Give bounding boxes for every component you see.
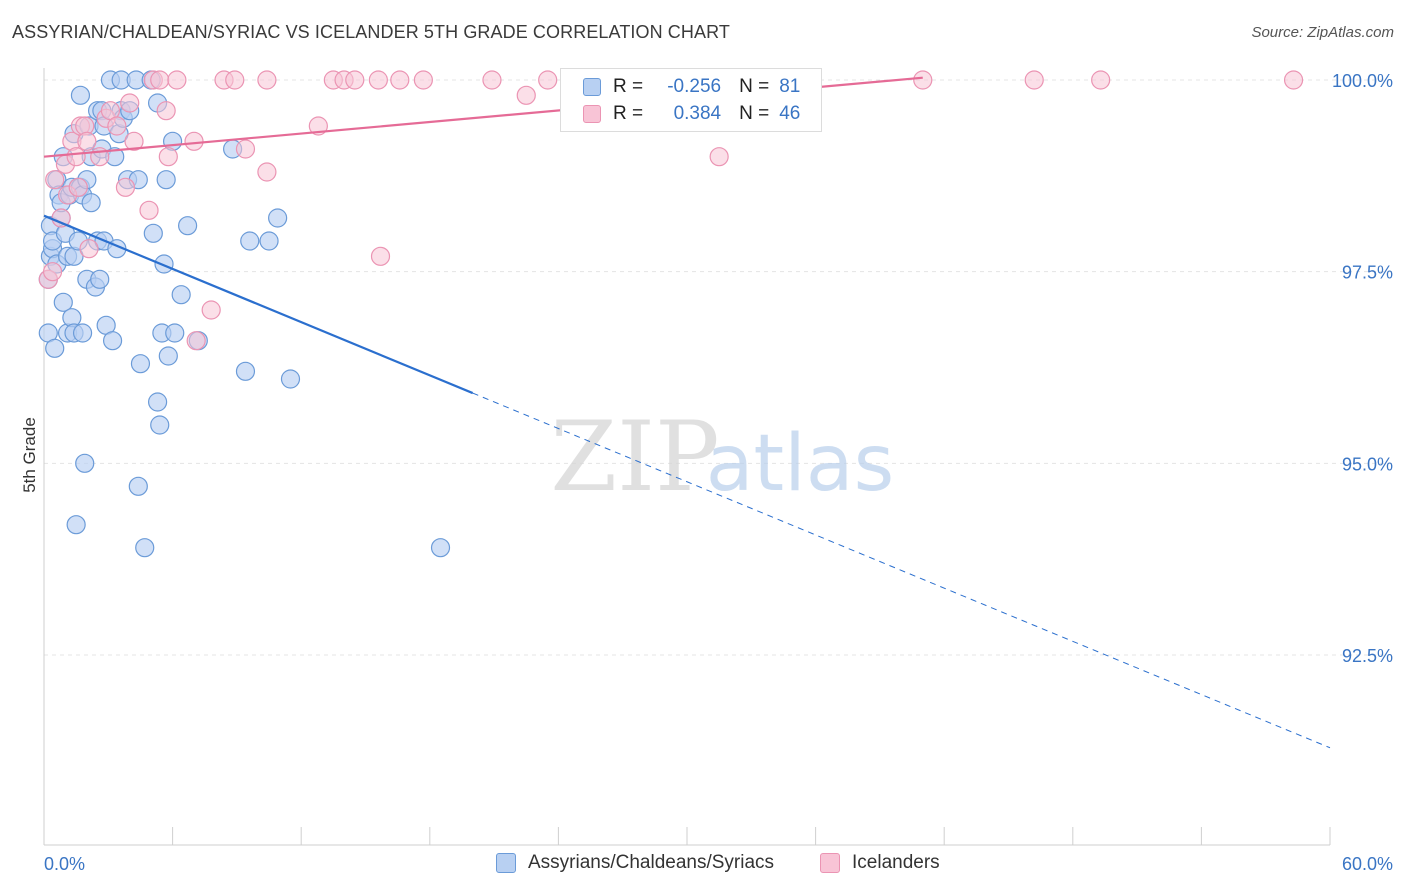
data-point-assyrians [72, 323, 93, 343]
trend-line-assyrians-solid [43, 214, 474, 395]
data-point-icelanders [156, 101, 176, 121]
data-point-icelanders [257, 162, 277, 182]
watermark-atlas: atlas [706, 419, 895, 509]
series-legend-label-icelanders: Icelanders [852, 852, 940, 873]
series-legend-item-icelanders: Icelanders [820, 852, 940, 874]
series-legend-label-assyrians: Assyrians/Chaldeans/Syriacs [528, 852, 775, 873]
legend-r-value-series1: -0.256 [667, 76, 722, 97]
data-point-assyrians [130, 354, 151, 374]
data-point-icelanders [124, 131, 144, 151]
data-point-icelanders [115, 177, 136, 197]
data-point-icelanders [77, 131, 97, 151]
chart-title: ASSYRIAN/CHALDEAN/SYRIAC VS ICELANDER 5T… [12, 22, 730, 42]
data-point-icelanders [184, 131, 204, 151]
data-point-assyrians [102, 331, 123, 351]
data-point-icelanders [158, 147, 178, 167]
watermark-zip: ZIP [550, 401, 719, 513]
data-point-icelanders [390, 70, 410, 90]
legend-n-value-series2: 46 [779, 103, 801, 124]
data-point-assyrians [81, 193, 101, 213]
data-point-assyrians [90, 269, 110, 289]
data-point-icelanders [150, 70, 170, 90]
data-point-assyrians [240, 231, 260, 251]
legend-n-label: N = [739, 103, 770, 124]
y-tick-label: 100.0% [1332, 71, 1393, 91]
legend-swatch-series2 [583, 105, 601, 123]
data-point-icelanders [235, 139, 256, 159]
data-point-icelanders [709, 147, 729, 167]
legend-n-label: N = [739, 76, 770, 97]
data-point-assyrians [135, 538, 155, 558]
stats-legend: R = -0.256 N = 81 R = 0.384 N = 46 [560, 68, 822, 132]
data-point-assyrians [165, 323, 185, 343]
series-legend-swatch-icelanders [820, 853, 840, 873]
data-point-icelanders [308, 116, 328, 136]
y-tick-label: 97.5% [1342, 263, 1393, 283]
data-point-assyrians [156, 170, 176, 190]
data-point-icelanders [370, 246, 391, 266]
data-point-icelanders [79, 239, 99, 259]
data-point-assyrians [430, 538, 451, 558]
data-point-assyrians [235, 361, 256, 381]
data-point-icelanders [1283, 70, 1304, 90]
x-tick-label-min: 0.0% [44, 854, 85, 874]
y-tick-label: 95.0% [1342, 454, 1393, 474]
data-point-icelanders [482, 70, 502, 90]
data-point-icelanders [107, 116, 127, 136]
axes [43, 68, 1331, 846]
data-point-icelanders [516, 85, 536, 105]
data-point-assyrians [70, 85, 91, 105]
trend-line-assyrians-dashed [472, 392, 1331, 749]
data-point-icelanders [167, 70, 187, 90]
legend-r-label: R = [613, 76, 644, 97]
legend-row-series1: R = -0.256 N = 81 [583, 76, 800, 98]
series-legend-swatch-assyrians [496, 853, 516, 873]
x-tick-label-max: 60.0% [1342, 854, 1393, 874]
data-point-assyrians [53, 292, 73, 312]
data-point-icelanders [66, 147, 86, 167]
data-point-icelanders [120, 93, 140, 113]
data-point-icelanders [368, 70, 388, 90]
legend-swatch-series1 [583, 78, 601, 96]
legend-r-label: R = [613, 103, 644, 124]
data-point-assyrians [178, 216, 198, 236]
data-point-assyrians [128, 476, 148, 496]
data-point-assyrians [171, 285, 191, 305]
data-point-assyrians [268, 208, 288, 228]
data-point-assyrians [75, 453, 95, 473]
data-point-icelanders [1091, 70, 1111, 90]
series-icelanders-points [38, 70, 1304, 351]
data-point-assyrians [143, 223, 163, 243]
data-point-assyrians [66, 515, 86, 535]
y-tick-labels: 92.5% 95.0% 97.5% 100.0% [1332, 71, 1393, 666]
legend-r-value-series2: 0.384 [673, 103, 722, 124]
data-point-icelanders [42, 262, 63, 282]
data-point-icelanders [257, 70, 277, 90]
data-point-icelanders [139, 200, 159, 220]
data-point-icelanders [225, 70, 245, 90]
source-credit: Source: ZipAtlas.com [1251, 24, 1394, 41]
series-legend-item-assyrians: Assyrians/Chaldeans/Syriacs [496, 852, 774, 874]
data-point-assyrians [259, 231, 279, 251]
data-point-assyrians [150, 415, 170, 435]
y-tick-label: 92.5% [1342, 646, 1393, 666]
data-point-icelanders [1024, 70, 1044, 90]
data-point-icelanders [201, 300, 221, 320]
data-point-icelanders [45, 170, 65, 190]
data-point-icelanders [538, 70, 558, 90]
data-point-icelanders [68, 177, 88, 197]
data-point-assyrians [45, 338, 65, 358]
data-point-assyrians [154, 254, 174, 274]
legend-row-series2: R = 0.384 N = 46 [583, 103, 800, 125]
data-point-icelanders [186, 331, 206, 351]
series-legend: Assyrians/Chaldeans/Syriacs Icelanders [0, 852, 1406, 878]
data-point-icelanders [345, 70, 365, 90]
data-point-assyrians [280, 369, 301, 389]
data-point-icelanders [913, 70, 933, 90]
data-point-icelanders [413, 70, 433, 90]
data-point-assyrians [147, 392, 168, 412]
legend-n-value-series1: 81 [779, 76, 801, 97]
data-point-assyrians [158, 346, 178, 366]
